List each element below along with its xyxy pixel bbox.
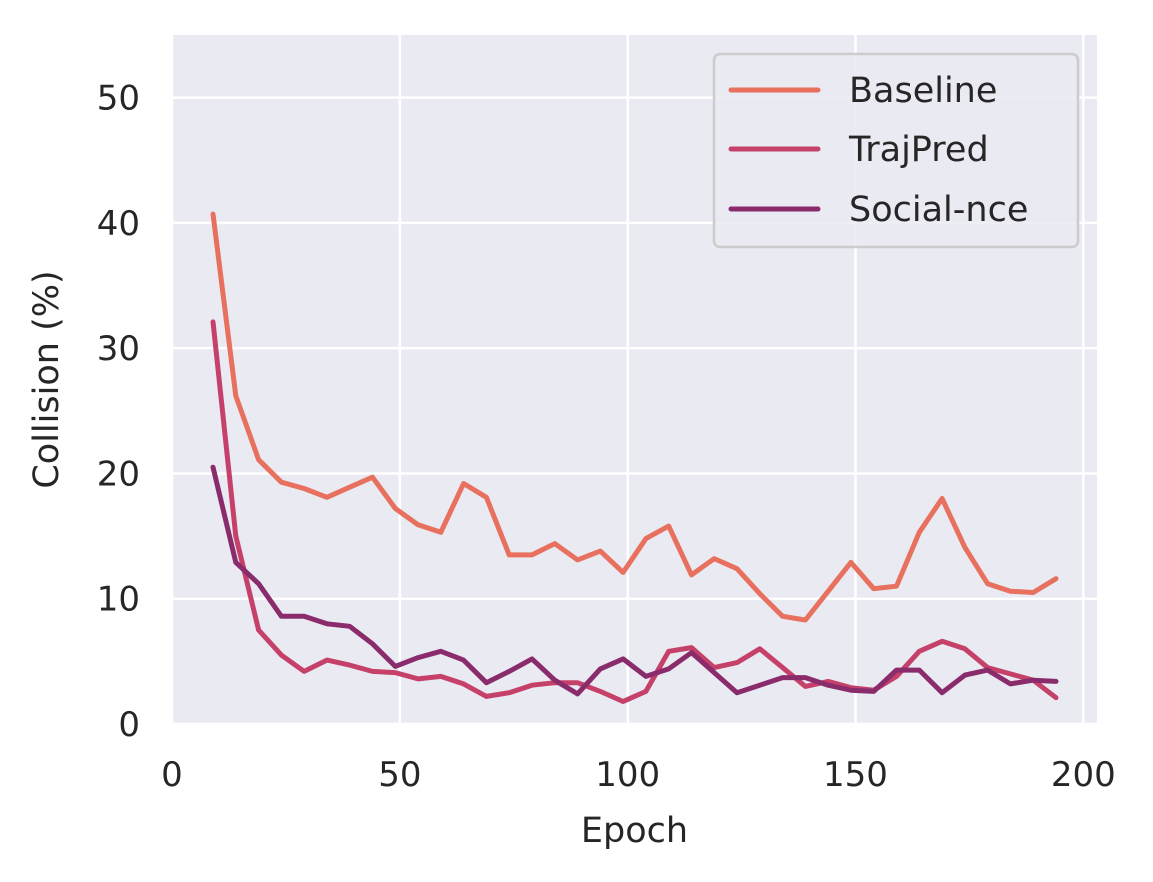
series-lines bbox=[210, 211, 1059, 704]
legend-label: Baseline bbox=[849, 71, 997, 111]
legend-label: Social-nce bbox=[849, 190, 1028, 230]
legend-label: TrajPred bbox=[848, 130, 989, 170]
legend-box bbox=[712, 52, 1080, 249]
y-axis-label: Collision (%) bbox=[27, 270, 67, 488]
x-axis-ticks: 0 50 100 150 200 bbox=[161, 755, 1116, 795]
y-tick-label: 30 bbox=[97, 329, 140, 369]
legend: Baseline TrajPred Social-nce bbox=[712, 52, 1080, 249]
y-tick-label: 0 bbox=[118, 705, 140, 745]
x-tick-label: 0 bbox=[161, 755, 183, 795]
series-line-trajpred bbox=[210, 319, 1059, 704]
x-tick-label: 50 bbox=[378, 755, 421, 795]
x-tick-label: 100 bbox=[595, 755, 660, 795]
series-line-social-nce bbox=[210, 464, 1059, 697]
y-tick-label: 50 bbox=[97, 79, 140, 119]
series-line-baseline bbox=[210, 211, 1059, 623]
y-tick-label: 40 bbox=[97, 204, 140, 244]
x-axis-label: Epoch bbox=[581, 811, 688, 851]
x-tick-label: 150 bbox=[823, 755, 888, 795]
x-tick-label: 200 bbox=[1051, 755, 1116, 795]
y-tick-label: 20 bbox=[97, 454, 140, 494]
y-tick-label: 10 bbox=[97, 580, 140, 620]
y-axis-ticks: 0 10 20 30 40 50 bbox=[97, 79, 140, 745]
